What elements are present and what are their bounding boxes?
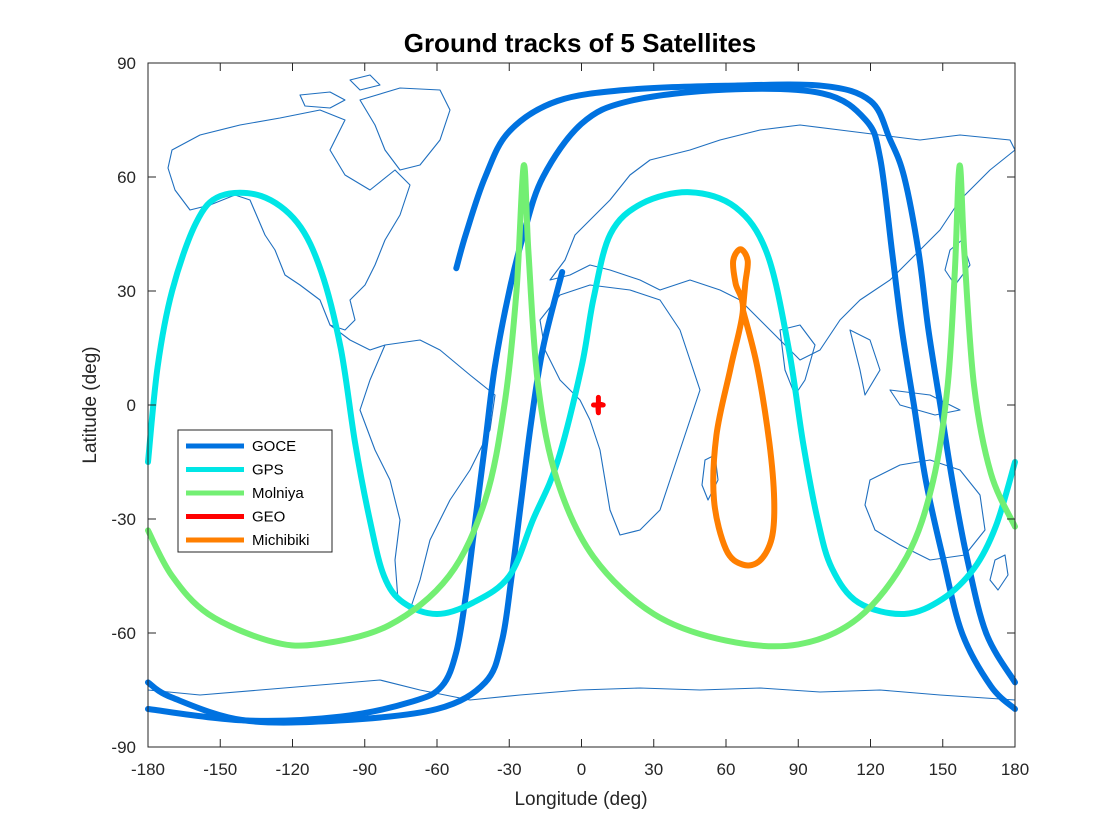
north-america-coastline	[167, 109, 411, 331]
goce-track	[145, 269, 566, 726]
goce-track	[453, 81, 1018, 686]
geo-track	[591, 394, 606, 416]
japan-coastline	[944, 239, 971, 286]
x-tick-label: -150	[203, 760, 237, 779]
x-tick-label: -90	[352, 760, 377, 779]
x-axis-label: Longitude (deg)	[514, 789, 647, 810]
y-tick-label: 60	[117, 168, 136, 187]
molniya-track	[145, 162, 1018, 650]
x-tick-label: 60	[717, 760, 736, 779]
y-tick-label: -30	[111, 510, 136, 529]
ground-tracks	[145, 81, 1018, 726]
x-tick-label: 150	[929, 760, 957, 779]
chart-legend: GOCE GPS Molniya GEO Michibiki	[177, 429, 333, 553]
legend-label-geo: GEO	[252, 509, 285, 526]
y-tick-label: 0	[127, 396, 136, 415]
x-tick-label: -30	[497, 760, 522, 779]
india-coastline	[779, 324, 816, 396]
x-axis-ticks: -180 -150 -120 -90 -60 -30 0 30 60 90 120 150 180	[131, 63, 1029, 779]
africa-coastline	[539, 284, 701, 536]
x-tick-label: -60	[425, 760, 450, 779]
x-tick-label: -180	[131, 760, 165, 779]
x-tick-label: 120	[856, 760, 884, 779]
chart-title: Ground tracks of 5 Satellites	[404, 28, 757, 58]
legend-label-gps: GPS	[252, 462, 284, 479]
south-america-coastline	[359, 339, 496, 611]
legend-label-goce: GOCE	[252, 438, 296, 455]
x-tick-label: 180	[1001, 760, 1029, 779]
x-tick-label: 0	[577, 760, 586, 779]
greenland-coastline	[359, 87, 451, 171]
goce-track	[145, 85, 1018, 724]
y-axis-label: Latitude (deg)	[80, 346, 101, 463]
michibiki-track	[710, 246, 778, 569]
new-zealand-coastline	[989, 554, 1009, 591]
world-coastline-map	[147, 74, 1016, 701]
arctic-islands-coastline	[299, 74, 381, 109]
gps-track	[145, 189, 1018, 618]
x-tick-label: 30	[644, 760, 663, 779]
y-tick-label: 90	[117, 54, 136, 73]
y-tick-label: 30	[117, 282, 136, 301]
y-tick-label: -90	[111, 738, 136, 757]
y-axis-ticks: 90 60 30 0 -30 -60 -90	[111, 54, 1015, 757]
y-tick-label: -60	[111, 624, 136, 643]
antarctica-coastline	[147, 679, 1016, 701]
x-tick-label: -120	[275, 760, 309, 779]
legend-label-molniya: Molniya	[252, 485, 304, 502]
x-tick-label: 90	[789, 760, 808, 779]
legend-label-michibiki: Michibiki	[252, 532, 310, 549]
